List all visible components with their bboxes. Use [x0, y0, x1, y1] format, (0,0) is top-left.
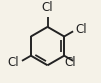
Text: Cl: Cl [76, 23, 87, 36]
Text: Cl: Cl [42, 1, 53, 14]
Text: Cl: Cl [64, 56, 76, 69]
Text: Cl: Cl [8, 56, 19, 69]
